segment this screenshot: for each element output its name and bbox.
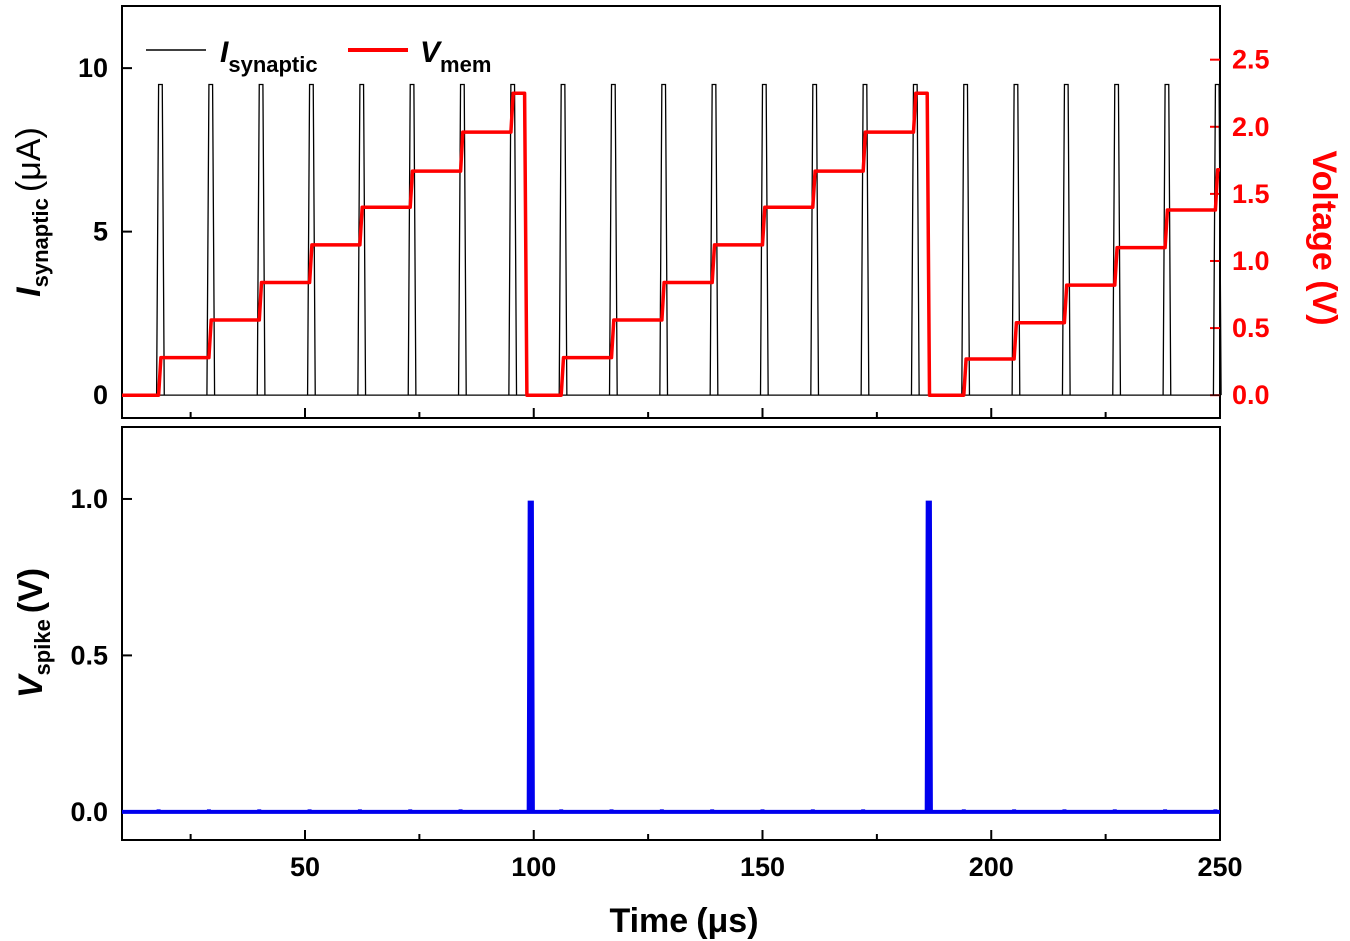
- x-tick-label: 250: [1197, 852, 1242, 882]
- legend: Isynaptic Vmem: [146, 36, 491, 77]
- isynaptic-pulse: [508, 83, 518, 396]
- x-tick-label: 150: [740, 852, 785, 882]
- x-tick-labels: 50 100 150 200 250: [290, 852, 1243, 882]
- right-tick-label: 2.0: [1232, 112, 1270, 142]
- bottom-y-tick-label: 0.5: [70, 640, 108, 670]
- x-tick-label: 200: [969, 852, 1014, 882]
- bottom-y-tick-label: 1.0: [70, 484, 108, 514]
- left-tick-label: 0: [93, 380, 108, 410]
- isynaptic-pulse: [860, 83, 870, 396]
- isynaptic-pulse: [1112, 83, 1122, 396]
- vmem-series: [122, 91, 1220, 397]
- isynaptic-pulse: [910, 83, 920, 396]
- right-tick-label: 2.5: [1232, 45, 1270, 75]
- legend-label-vmem: Vmem: [420, 36, 491, 77]
- right-tick-label: 1.5: [1232, 179, 1270, 209]
- isynaptic-pulse: [1061, 83, 1071, 396]
- right-axis-title: Voltage (V): [1305, 150, 1343, 325]
- isynaptic-pulse: [709, 83, 719, 396]
- legend-label-isynaptic: Isynaptic: [220, 36, 318, 77]
- isynaptic-pulse: [1212, 83, 1222, 396]
- vspike-spike: [924, 500, 933, 812]
- isynaptic-pulse: [206, 83, 216, 396]
- isynaptic-pulse: [608, 83, 618, 396]
- bottom-y-axis-title: Vspike(V): [12, 568, 55, 698]
- bottom-y-tick-labels: 0.0 0.5 1.0: [70, 484, 108, 827]
- vmem-line: [122, 91, 1220, 397]
- isynaptic-pulse: [256, 83, 266, 396]
- isynaptic-pulse: [659, 83, 669, 396]
- isynaptic-pulse: [961, 83, 971, 396]
- isynaptic-pulse: [1011, 83, 1021, 396]
- right-tick-label: 0.5: [1232, 313, 1270, 343]
- isynaptic-series: [122, 83, 1222, 396]
- left-axis-title: Isynaptic(μA): [10, 127, 53, 297]
- isynaptic-pulse: [558, 83, 568, 396]
- right-tick-label: 0.0: [1232, 380, 1270, 410]
- vspike-spike: [526, 500, 535, 812]
- bottom-plot-frame: [121, 426, 1221, 841]
- bottom-panel: 0.0 0.5 1.0 50 100 150 200 250 Vspike(V) Time(…: [12, 426, 1243, 940]
- x-tick-label: 50: [290, 852, 320, 882]
- right-tick-labels: 0.0 0.5 1.0 1.5 2.0 2.5: [1232, 45, 1270, 411]
- left-tick-labels: 0 5 10: [78, 53, 108, 410]
- vspike-series: [122, 500, 1220, 814]
- x-tick-label: 100: [511, 852, 556, 882]
- bottom-y-tick-label: 0.0: [70, 797, 108, 827]
- top-axis-ticks: [122, 58, 1221, 418]
- isynaptic-pulse: [407, 83, 417, 396]
- bottom-axis-ticks: [122, 497, 1221, 840]
- left-tick-label: 5: [93, 217, 108, 247]
- x-axis-title: Time (μs): [609, 902, 758, 940]
- isynaptic-pulse: [457, 83, 467, 396]
- isynaptic-pulse: [810, 83, 820, 396]
- right-tick-label: 1.0: [1232, 246, 1270, 276]
- left-tick-label: 10: [78, 53, 108, 83]
- top-panel: 0 5 10 0.0 0.5 1.0 1.5 2.0 2.5 Isynaptic Vmem I…: [10, 5, 1343, 419]
- isynaptic-pulse: [155, 83, 165, 396]
- isynaptic-pulse: [306, 83, 316, 396]
